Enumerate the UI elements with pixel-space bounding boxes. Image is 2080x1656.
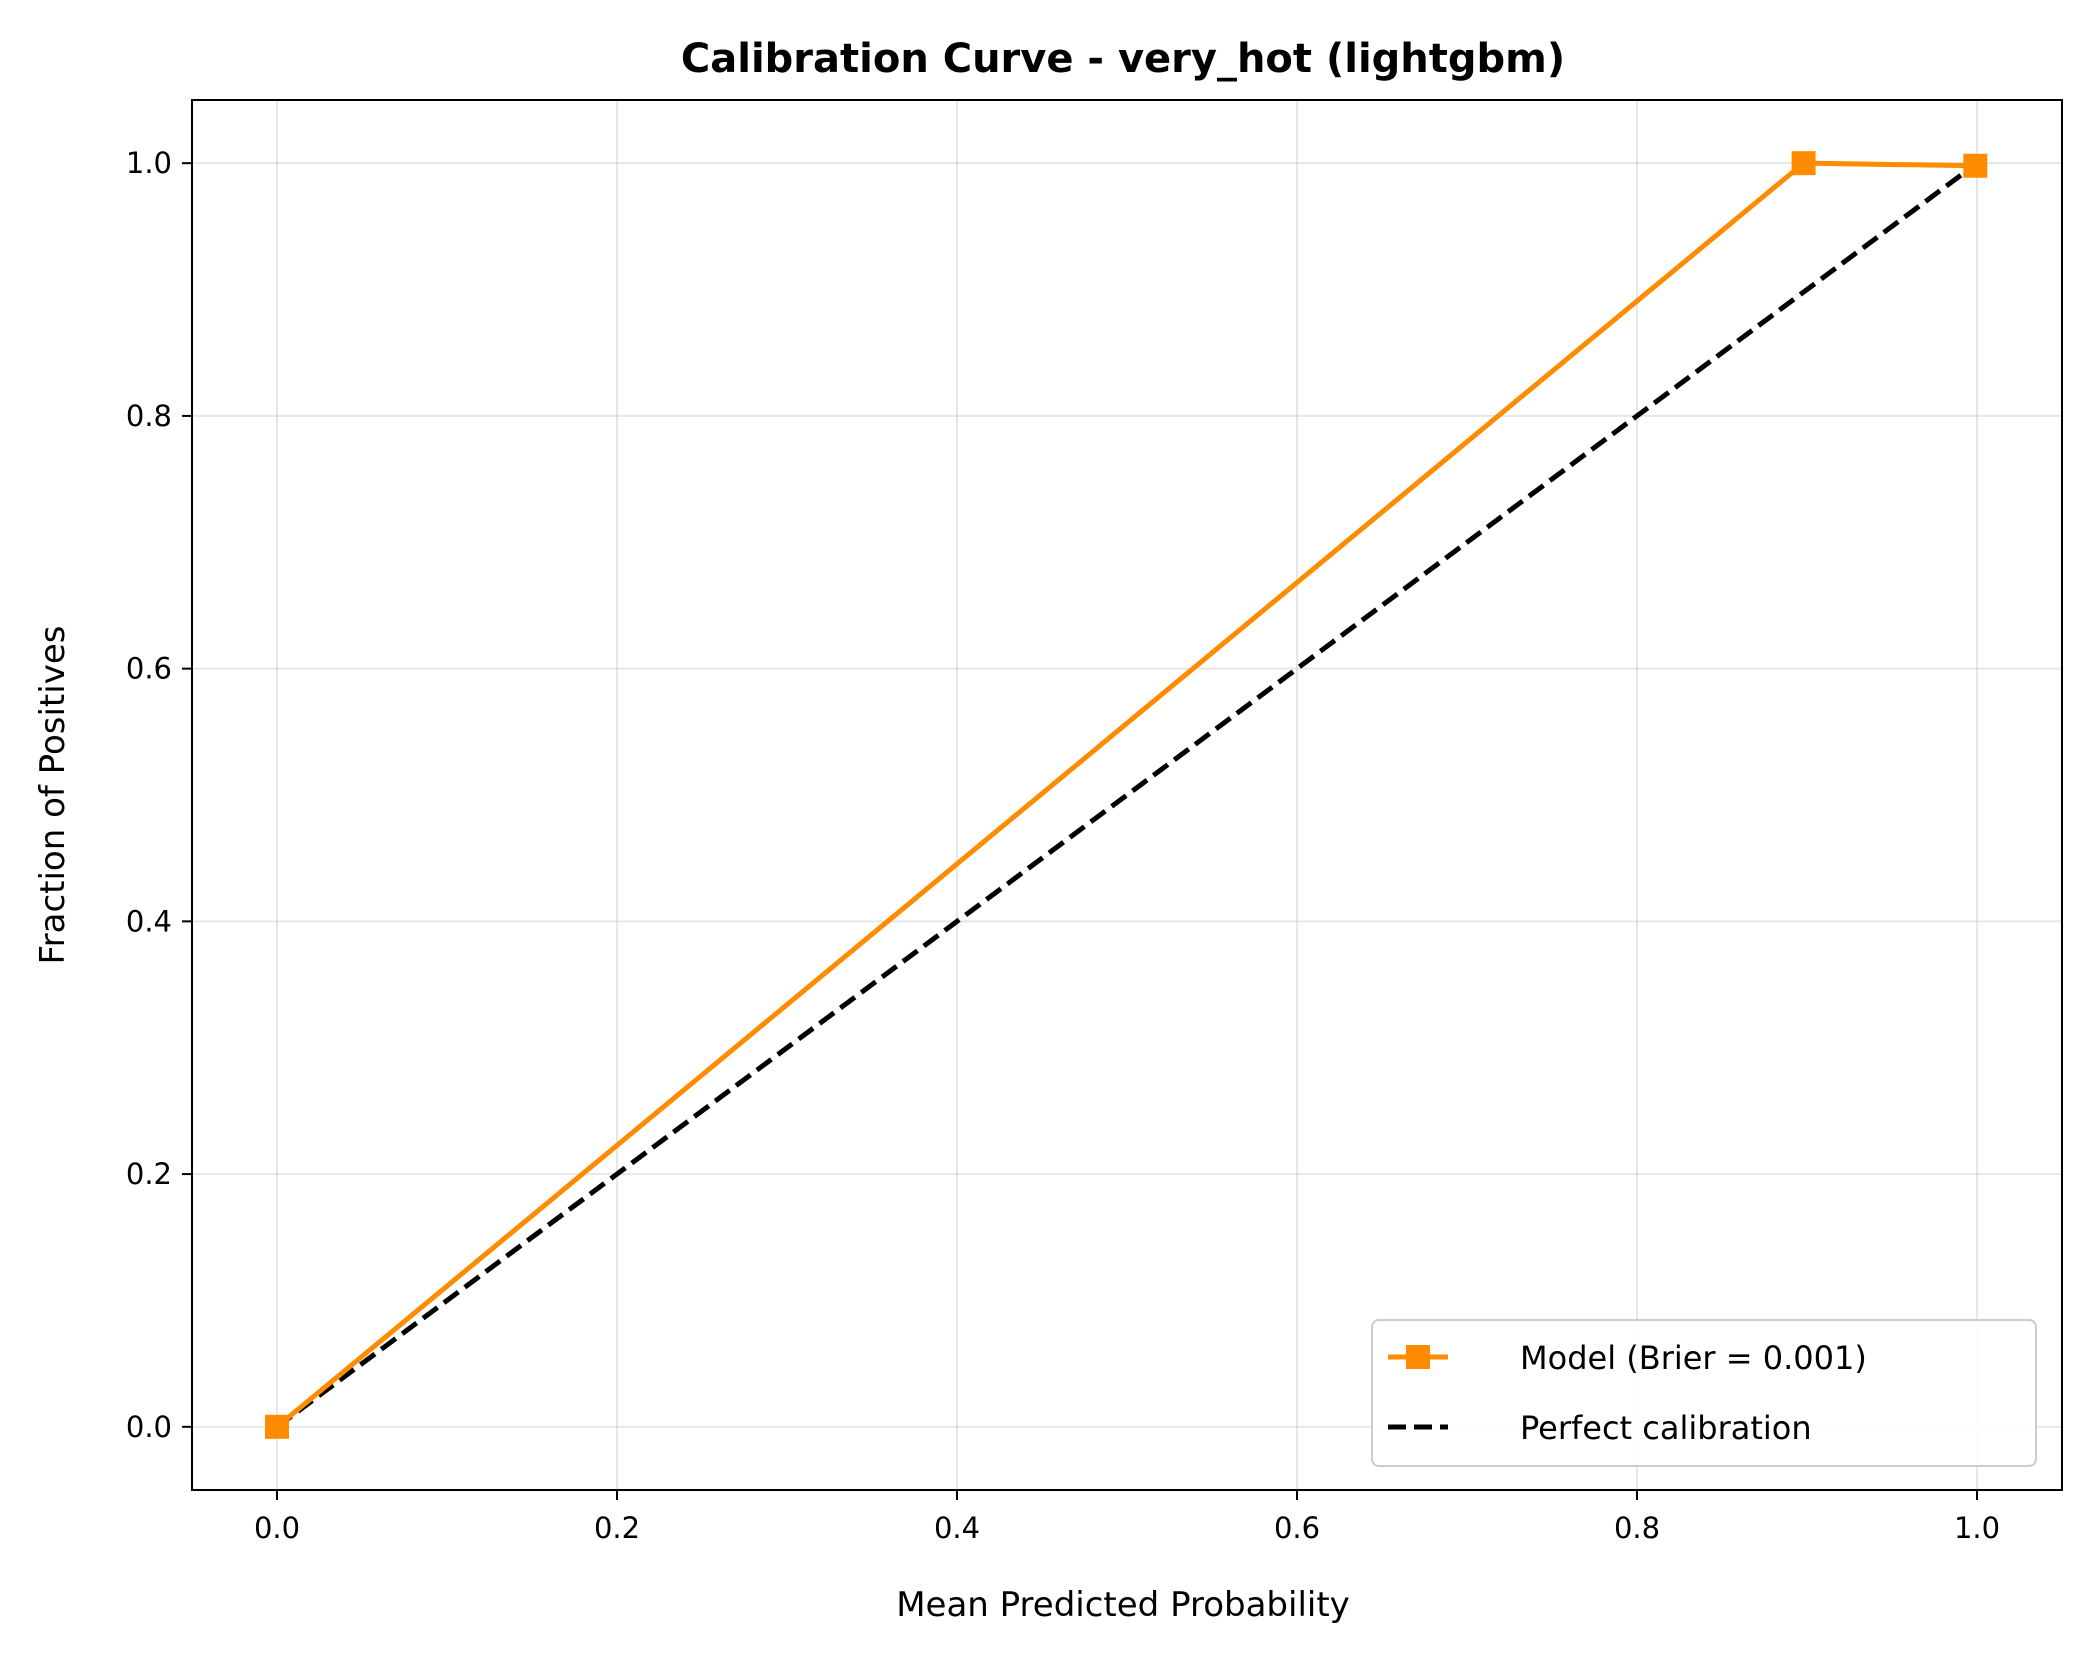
- model-point-marker: [1963, 153, 1988, 178]
- grid-lines: [192, 100, 2062, 1490]
- x-tick-label: 0.2: [594, 1511, 640, 1545]
- x-tick-label: 0.0: [254, 1511, 300, 1545]
- y-axis-label: Fraction of Positives: [33, 626, 73, 965]
- axis-ticks: 0.0 0.2 0.4 0.6 0.8 1.0 0.0 0.2 0.4 0.6 0.8 1.0: [126, 146, 2000, 1545]
- y-tick-label: 1.0: [126, 146, 172, 180]
- perfect-calibration-line: [275, 161, 1979, 1429]
- x-tick-label: 0.4: [934, 1511, 980, 1545]
- legend-model-label: Model (Brier = 0.001): [1520, 1339, 1867, 1377]
- legend-model-marker: [1406, 1345, 1430, 1369]
- plot-frame: [191, 99, 2063, 1491]
- x-tick-label: 0.6: [1274, 1511, 1320, 1545]
- y-tick-label: 0.6: [126, 652, 172, 686]
- x-tick-label: 1.0: [1954, 1511, 2000, 1545]
- x-tick-label: 0.8: [1614, 1511, 1660, 1545]
- series-layer: [265, 151, 1988, 1439]
- legend-perfect-label: Perfect calibration: [1520, 1409, 1812, 1447]
- model-point-marker: [265, 1414, 289, 1439]
- legend-box: [1371, 1319, 2037, 1467]
- y-tick-label: 0.8: [126, 399, 172, 433]
- x-axis-label: Mean Predicted Probability: [896, 1585, 1350, 1625]
- chart-title: Calibration Curve - very_hot (lightgbm): [681, 36, 1565, 82]
- y-tick-label: 0.4: [126, 904, 172, 938]
- y-tick-label: 0.2: [126, 1157, 172, 1191]
- legend: Model (Brier = 0.001) Perfect calibratio…: [1371, 1319, 2037, 1467]
- model-point-marker: [1791, 151, 1816, 176]
- y-tick-label: 0.0: [126, 1410, 172, 1444]
